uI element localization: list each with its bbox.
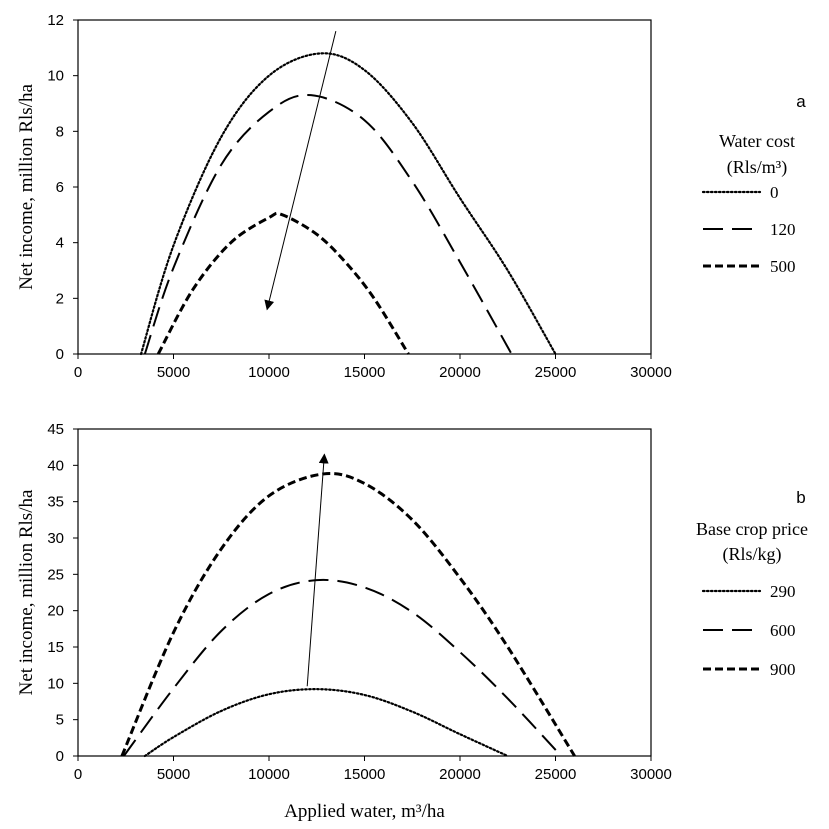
panel-a-legend-title: Water cost [719,131,795,151]
panel-b-legend-label-600: 600 [770,621,796,640]
panel-b-legend-label-290: 290 [770,582,796,601]
panel-a-x-tick-label-1: 5000 [157,364,190,381]
panel-a-legend-label-0: 0 [770,183,779,202]
panel-a-y-tick-label-5: 10 [47,68,64,85]
panel-b-legend: Base crop price (Rls/kg) 290 600 900 [696,519,808,679]
panel-a-x-tick-label-5: 25000 [535,364,577,381]
panel-a-y-axis-title: Net income, million Rls/ha [16,84,37,290]
panel-b-y-tick-label-5: 25 [47,566,64,583]
panel-a-legend: Water cost (Rls/m³) 0 120 500 [701,131,796,276]
panel-b-y-tick-label-2: 10 [47,675,64,692]
panel-a-x-tick-label-3: 15000 [344,364,386,381]
panel-b-y-axis-title: Net income, million Rls/ha [16,489,37,695]
panel-b-y-tick-label-3: 15 [47,639,64,656]
panel-a-x-tick-label-2: 10000 [248,364,290,381]
panel-a-y-tick-label-3: 6 [56,179,64,196]
panel-a-letter: a [796,92,806,111]
panel-a-y-tick-label-0: 0 [56,346,64,363]
panel-a-series-0-line [139,52,557,356]
panel-b-legend-label-900: 900 [770,660,796,679]
panel-a: 0 5000 10000 15000 20000 25000 30000024681012N… [16,12,806,381]
panel-b-x-tick-label-0: 0 [74,766,82,783]
panel-b-y-tick-label-4: 20 [47,603,64,620]
panel-b-y-tick-label-9: 45 [47,421,64,438]
panel-a-y-tick-label-6: 12 [47,12,64,29]
panel-b-y-tick-label-7: 35 [47,494,64,511]
panel-b-y-tick-label-0: 0 [56,748,64,765]
panel-b-y-tick-label-1: 5 [56,712,64,729]
panel-a-legend-label-500: 500 [770,257,796,276]
panel-a-y-tick-label-2: 4 [56,235,64,252]
panel-b-series-600-line [123,578,562,757]
panel-b-letter: b [796,488,805,507]
panel-b-series-290-line [143,688,509,758]
panel-b-x-tick-label-1: 5000 [157,766,190,783]
panel-b-x-tick-label-2: 10000 [248,766,290,783]
panel-a-legend-label-120: 120 [770,220,796,239]
panel-b-x-tick-label-4: 20000 [439,766,481,783]
panel-b-y-tick-label-8: 40 [47,457,64,474]
panel-a-series-120-line [143,93,513,355]
panel-b-y-tick-label-6: 30 [47,530,64,547]
panel-a-trend-arrow [264,31,337,311]
panel-b-trend-arrow [306,453,329,687]
panel-a-y-tick-label-4: 8 [56,123,64,140]
panel-b-legend-title: Base crop price [696,519,808,539]
panel-a-x-tick-label-4: 20000 [439,364,481,381]
panel-a-series-500-line [156,211,410,355]
panel-a-legend-subtitle: (Rls/m³) [727,157,787,178]
panel-b: 0 5000 10000 15000 20000 25000 30000 0 5 10 15 20 25… [16,421,808,822]
panel-b-x-tick-label-5: 25000 [535,766,577,783]
panel-b-legend-subtitle: (Rls/kg) [722,544,781,565]
panel-b-x-tick-label-3: 15000 [344,766,386,783]
panel-b-plot-frame [77,428,652,757]
panel-a-y-tick-label-1: 2 [56,290,64,307]
panel-a-x-tick-label-6: 30000 [630,364,672,381]
panel-b-series-900-line [120,472,576,757]
panel-a-x-tick-label-0: 0 [74,364,82,381]
panel-b-x-tick-label-6: 30000 [630,766,672,783]
panel-b-x-axis-title: Applied water, m³/ha [284,801,445,822]
